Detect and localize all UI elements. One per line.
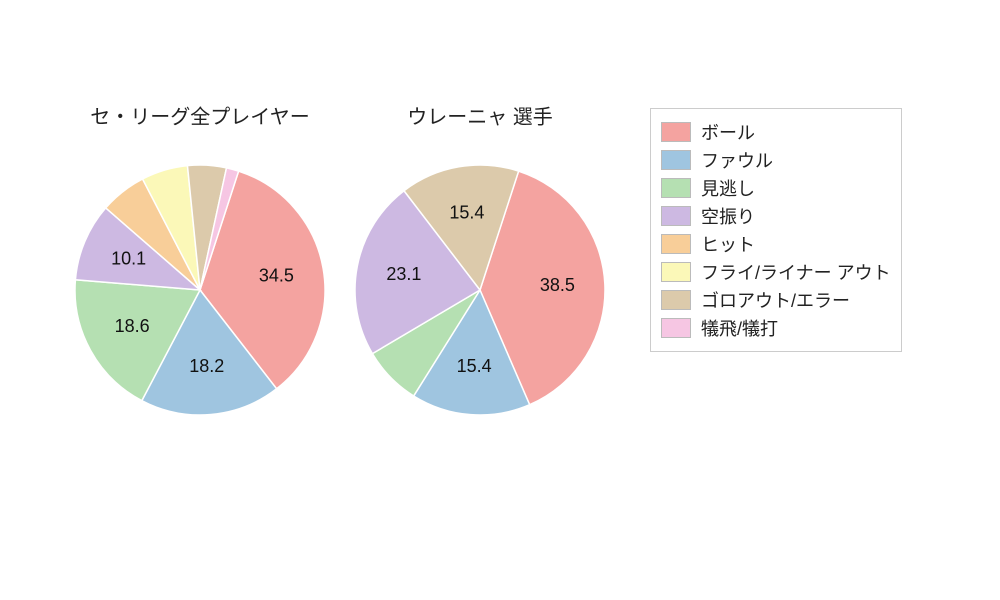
slice-label-swing_miss: 23.1 [386,264,421,284]
legend-swatch-hit [661,234,691,254]
chart-container: { "background_color": "#ffffff", "text_c… [0,0,1000,600]
legend-item-fly_liner: フライ/ライナー アウト [661,259,891,285]
chart-title-league: セ・リーグ全プレイヤー [90,101,309,130]
legend-swatch-looking [661,178,691,198]
legend-item-swing_miss: 空振り [661,203,891,229]
legend: ボールファウル見逃し空振りヒットフライ/ライナー アウトゴロアウト/エラー犠飛/… [650,108,902,352]
slice-label-ball: 34.5 [259,265,294,285]
legend-label-ball: ボール [701,119,755,145]
legend-label-hit: ヒット [701,231,755,257]
legend-item-hit: ヒット [661,231,891,257]
legend-swatch-swing_miss [661,206,691,226]
slice-label-ground_err: 15.4 [449,202,484,222]
slice-label-swing_miss: 10.1 [111,249,146,269]
legend-item-ground_err: ゴロアウト/エラー [661,287,891,313]
legend-label-swing_miss: 空振り [701,203,755,229]
legend-label-looking: 見逃し [701,175,755,201]
legend-item-looking: 見逃し [661,175,891,201]
legend-label-ground_err: ゴロアウト/エラー [701,287,850,313]
chart-title-player: ウレーニャ 選手 [407,101,553,130]
slice-label-ball: 38.5 [540,275,575,295]
legend-swatch-fly_liner [661,262,691,282]
pie-league: 34.5 18.2 18.6 10.1 [75,165,325,415]
legend-label-foul: ファウル [701,147,773,173]
slice-label-looking: 18.6 [115,316,150,336]
legend-item-ball: ボール [661,119,891,145]
legend-swatch-foul [661,150,691,170]
legend-item-foul: ファウル [661,147,891,173]
slice-label-foul: 15.4 [457,356,492,376]
legend-label-sac: 犠飛/犠打 [701,315,778,341]
legend-swatch-ground_err [661,290,691,310]
pie-player: 38.5 15.4 23.1 15.4 [355,165,605,415]
legend-swatch-ball [661,122,691,142]
slice-label-foul: 18.2 [189,356,224,376]
legend-label-fly_liner: フライ/ライナー アウト [701,259,891,285]
legend-item-sac: 犠飛/犠打 [661,315,891,341]
legend-swatch-sac [661,318,691,338]
